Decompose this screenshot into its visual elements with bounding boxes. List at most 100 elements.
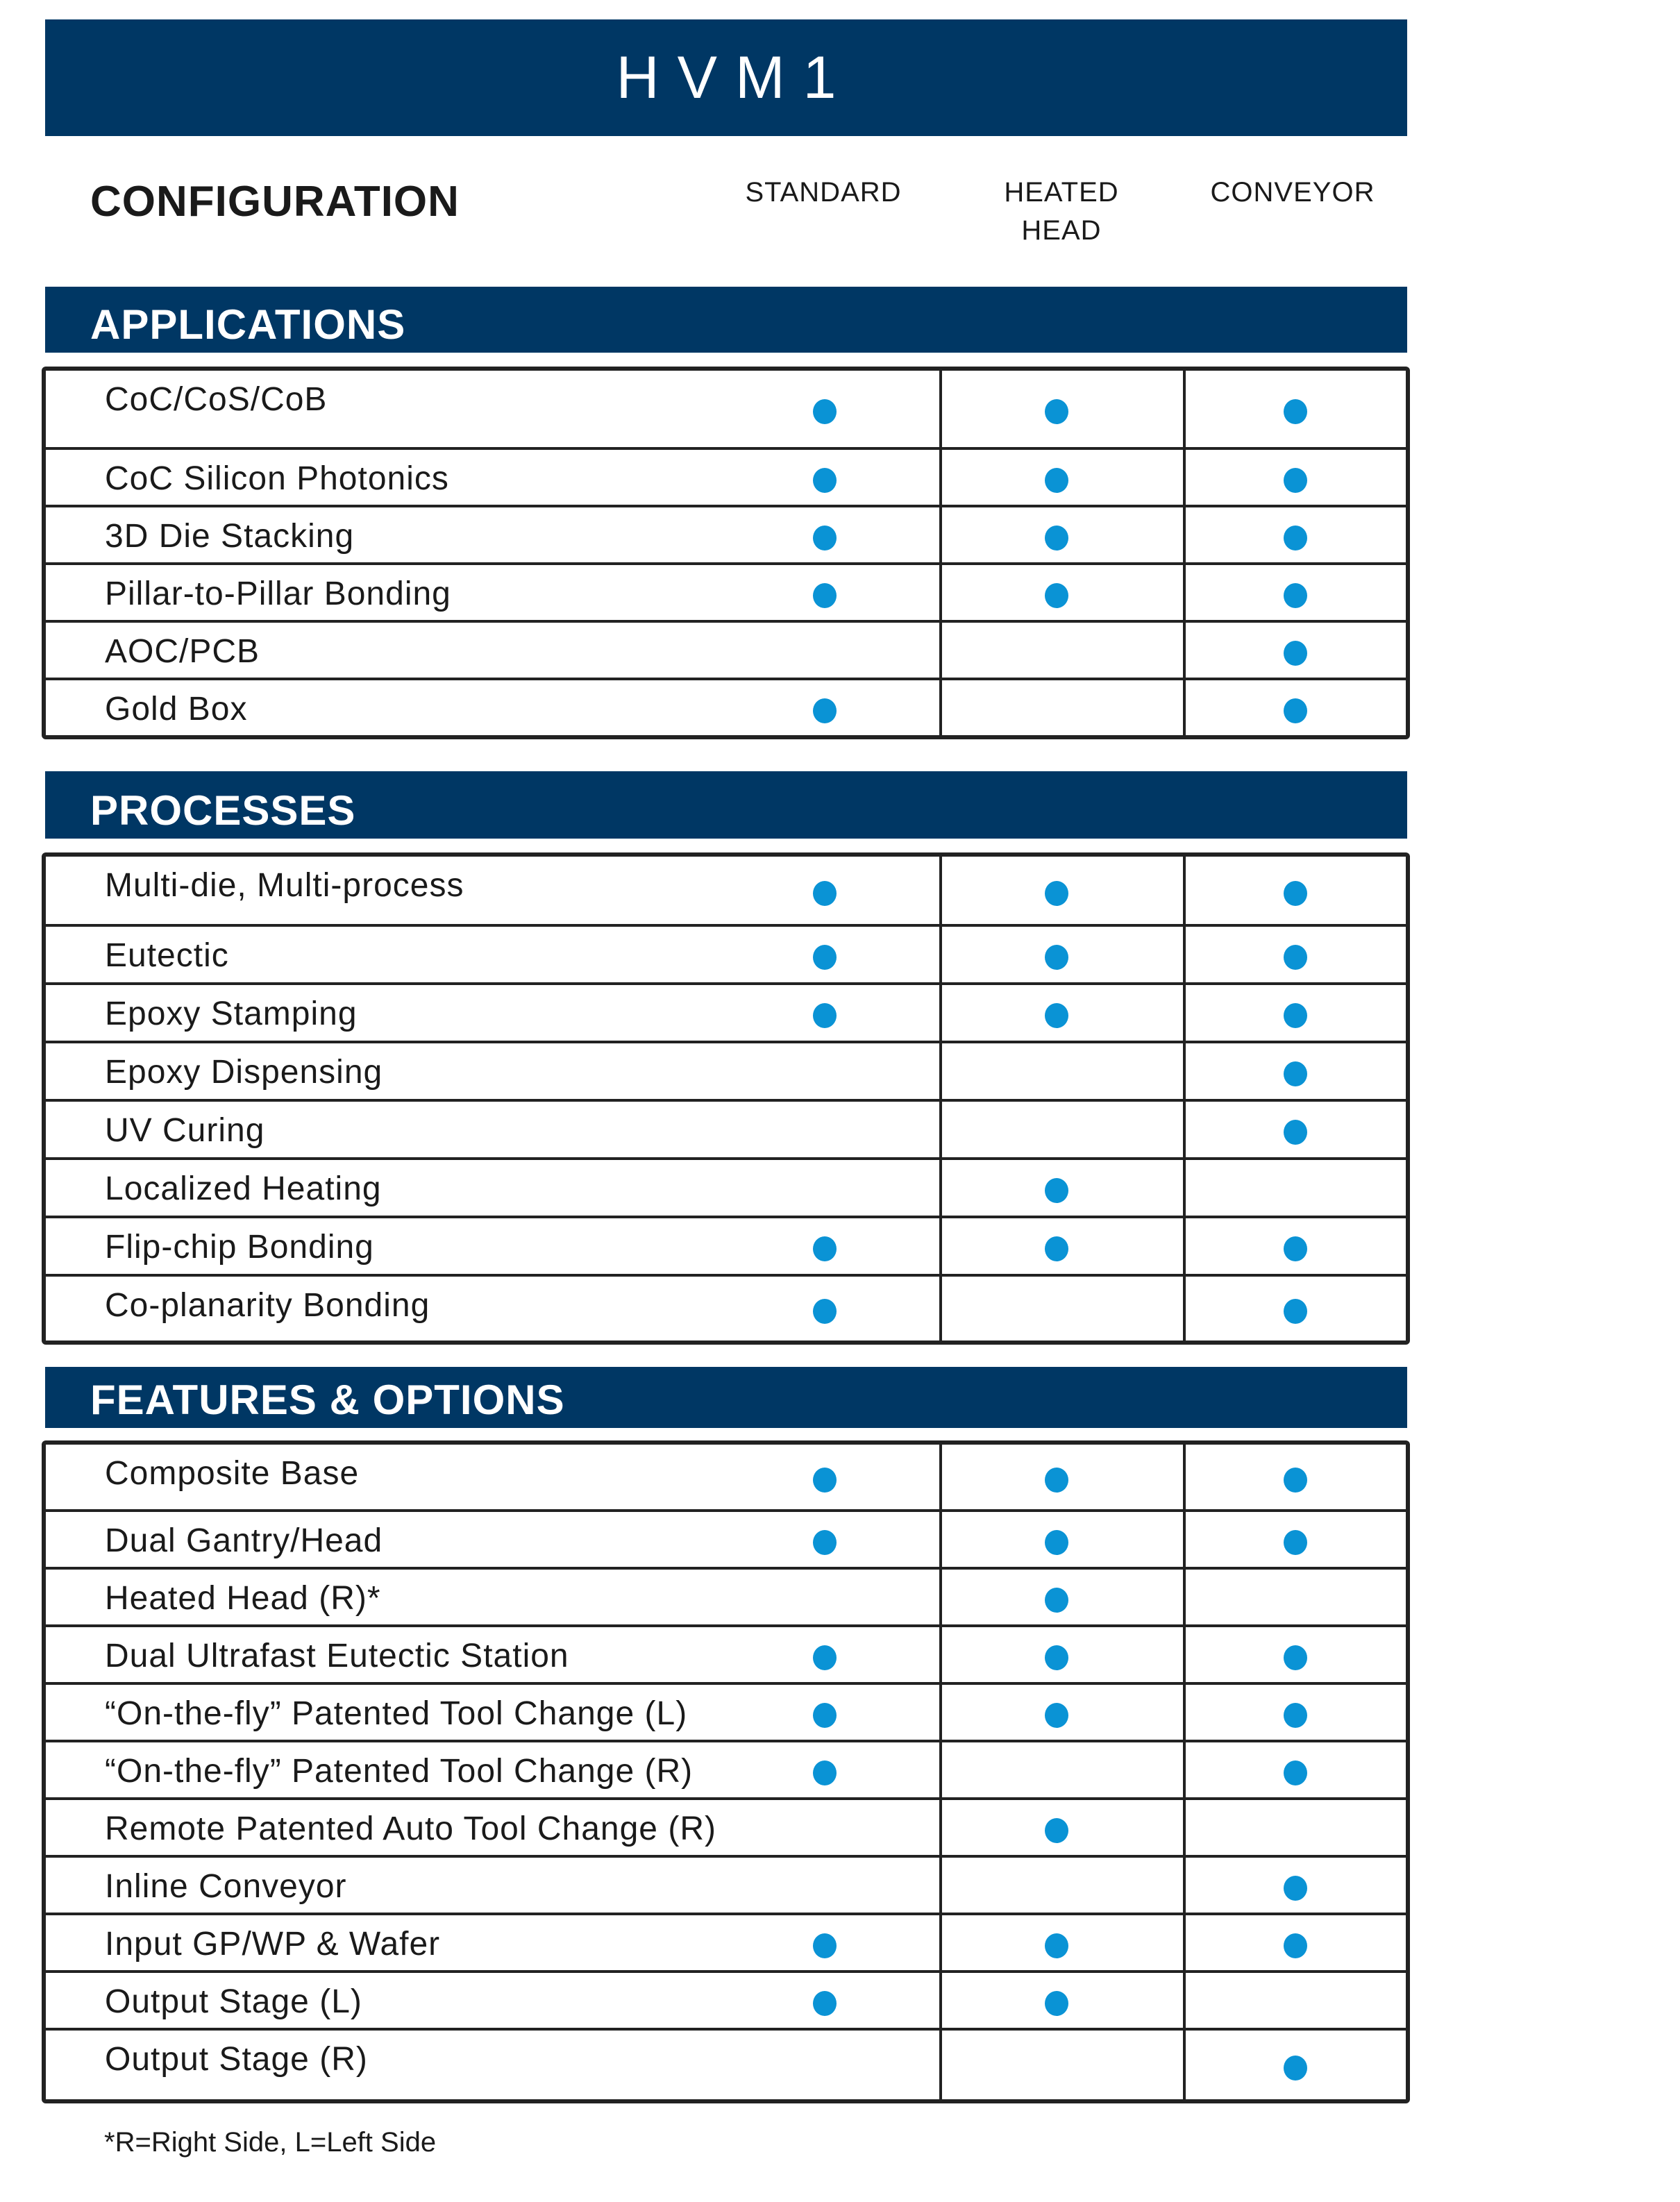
column-header-heated-head: HEATED HEAD bbox=[1004, 177, 1119, 246]
available-dot-icon bbox=[1045, 880, 1068, 906]
table-row: Heated Head (R)* bbox=[46, 1567, 1406, 1624]
cell-standard bbox=[748, 1858, 939, 1913]
row-label: 3D Die Stacking bbox=[105, 518, 355, 555]
footnote: *R=Right Side, L=Left Side bbox=[104, 2127, 437, 2158]
available-dot-icon bbox=[1045, 399, 1068, 424]
cell-standard bbox=[748, 1685, 939, 1740]
cell-standard bbox=[748, 1218, 939, 1274]
section-title: PROCESSES bbox=[90, 787, 356, 834]
cell-heated-head bbox=[939, 680, 1183, 735]
cell-heated-head bbox=[939, 1627, 1183, 1682]
cell-conveyor bbox=[1183, 1742, 1406, 1797]
row-label: Flip-chip Bonding bbox=[105, 1229, 374, 1266]
available-dot-icon bbox=[813, 1529, 837, 1555]
available-dot-icon bbox=[1284, 525, 1307, 550]
row-label: Epoxy Dispensing bbox=[105, 1054, 383, 1091]
available-dot-icon bbox=[813, 582, 837, 608]
cell-standard bbox=[748, 1800, 939, 1855]
available-dot-icon bbox=[1045, 1702, 1068, 1728]
cell-heated-head bbox=[939, 1973, 1183, 2028]
cell-standard bbox=[748, 1570, 939, 1624]
section-title: FEATURES & OPTIONS bbox=[90, 1377, 565, 1423]
table-row: Co-planarity Bonding bbox=[46, 1274, 1406, 1340]
available-dot-icon bbox=[1284, 945, 1307, 970]
cell-conveyor bbox=[1183, 1277, 1406, 1340]
row-label: Dual Gantry/Head bbox=[105, 1522, 383, 1559]
cell-conveyor bbox=[1183, 1858, 1406, 1913]
available-dot-icon bbox=[1284, 1061, 1307, 1086]
table-row: Eutectic bbox=[46, 924, 1406, 982]
row-label: Dual Ultrafast Eutectic Station bbox=[105, 1638, 569, 1674]
available-dot-icon bbox=[813, 698, 837, 723]
cell-conveyor bbox=[1183, 1512, 1406, 1567]
table-row: Input GP/WP & Wafer bbox=[46, 1913, 1406, 1970]
available-dot-icon bbox=[1045, 582, 1068, 608]
table-row: Output Stage (R) bbox=[46, 2028, 1406, 2099]
cell-heated-head bbox=[939, 1218, 1183, 1274]
available-dot-icon bbox=[1284, 399, 1307, 424]
cell-standard bbox=[748, 1742, 939, 1797]
cell-heated-head bbox=[939, 927, 1183, 982]
table-row: Output Stage (L) bbox=[46, 1970, 1406, 2028]
table-row: Dual Gantry/Head bbox=[46, 1509, 1406, 1567]
row-label: Pillar-to-Pillar Bonding bbox=[105, 575, 451, 612]
cell-heated-head bbox=[939, 1800, 1183, 1855]
row-label: Epoxy Stamping bbox=[105, 995, 358, 1032]
available-dot-icon bbox=[813, 1467, 837, 1493]
cell-heated-head bbox=[939, 450, 1183, 505]
cell-conveyor bbox=[1183, 1445, 1406, 1509]
available-dot-icon bbox=[1045, 1467, 1068, 1493]
table-row: Pillar-to-Pillar Bonding bbox=[46, 562, 1406, 620]
cell-conveyor bbox=[1183, 1102, 1406, 1157]
row-label: “On-the-fly” Patented Tool Change (R) bbox=[105, 1753, 694, 1790]
available-dot-icon bbox=[1045, 1003, 1068, 1028]
available-dot-icon bbox=[1045, 1990, 1068, 2016]
available-dot-icon bbox=[1045, 1645, 1068, 1670]
cell-conveyor bbox=[1183, 857, 1406, 924]
table-row: Composite Base bbox=[46, 1445, 1406, 1509]
table-row: Epoxy Stamping bbox=[46, 982, 1406, 1041]
available-dot-icon bbox=[1284, 467, 1307, 493]
available-dot-icon bbox=[1045, 945, 1068, 970]
available-dot-icon bbox=[1284, 698, 1307, 723]
row-label: Composite Base bbox=[105, 1455, 360, 1492]
available-dot-icon bbox=[1045, 1587, 1068, 1613]
cell-conveyor bbox=[1183, 623, 1406, 678]
available-dot-icon bbox=[1284, 880, 1307, 906]
available-dot-icon bbox=[813, 1645, 837, 1670]
row-label: Output Stage (L) bbox=[105, 1983, 362, 2020]
available-dot-icon bbox=[813, 1299, 837, 1324]
cell-standard bbox=[748, 371, 939, 447]
cell-conveyor bbox=[1183, 985, 1406, 1041]
table-row: 3D Die Stacking bbox=[46, 505, 1406, 562]
cell-heated-head bbox=[939, 507, 1183, 562]
row-label: Multi-die, Multi-process bbox=[105, 867, 464, 904]
row-label: Output Stage (R) bbox=[105, 2041, 368, 2078]
available-dot-icon bbox=[1045, 467, 1068, 493]
cell-heated-head bbox=[939, 1445, 1183, 1509]
table-row: Remote Patented Auto Tool Change (R) bbox=[46, 1797, 1406, 1855]
row-label: CoC/CoS/CoB bbox=[105, 381, 328, 418]
table-row: “On-the-fly” Patented Tool Change (R) bbox=[46, 1740, 1406, 1797]
cell-conveyor bbox=[1183, 1160, 1406, 1216]
available-dot-icon bbox=[1284, 1467, 1307, 1493]
column-header-standard: STANDARD bbox=[745, 177, 902, 208]
cell-heated-head bbox=[939, 565, 1183, 620]
cell-standard bbox=[748, 565, 939, 620]
available-dot-icon bbox=[813, 1760, 837, 1785]
available-dot-icon bbox=[1284, 1702, 1307, 1728]
table-row: UV Curing bbox=[46, 1099, 1406, 1157]
section-header-processes: PROCESSES bbox=[45, 771, 1407, 839]
cell-conveyor bbox=[1183, 1570, 1406, 1624]
cell-standard bbox=[748, 1277, 939, 1340]
cell-standard bbox=[748, 1445, 939, 1509]
cell-standard bbox=[748, 680, 939, 735]
available-dot-icon bbox=[813, 1933, 837, 1958]
table-row: Gold Box bbox=[46, 678, 1406, 735]
processes-table: Multi-die, Multi-process Eutectic Epoxy St… bbox=[42, 852, 1410, 1345]
cell-standard bbox=[748, 2031, 939, 2099]
cell-heated-head bbox=[939, 1512, 1183, 1567]
cell-conveyor bbox=[1183, 927, 1406, 982]
cell-conveyor bbox=[1183, 1915, 1406, 1970]
cell-standard bbox=[748, 857, 939, 924]
